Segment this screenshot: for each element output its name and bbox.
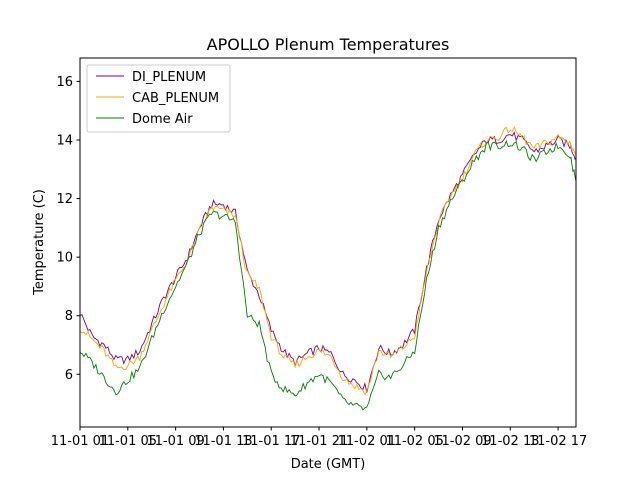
x-tick-label: 11-01 13 xyxy=(194,434,252,449)
legend: DI_PLENUM CAB_PLENUM Dome Air xyxy=(86,64,231,133)
series-line-dome-air xyxy=(79,139,577,411)
x-tick-label: 11-01 17 xyxy=(242,434,300,449)
x-tick-label: 11-02 17 xyxy=(529,434,587,449)
legend-label-di-plenum: DI_PLENUM xyxy=(132,70,206,85)
y-tick-label: 10 xyxy=(56,251,73,266)
chart-title: APOLLO Plenum Temperatures xyxy=(207,35,450,54)
legend-label-cab-plenum: CAB_PLENUM xyxy=(132,91,219,106)
x-tick-label: 11-02 09 xyxy=(433,434,491,449)
y-axis-label: Temperature (C) xyxy=(32,189,47,296)
x-axis-label: Date (GMT) xyxy=(291,457,366,472)
legend-label-dome-air: Dome Air xyxy=(132,112,193,127)
series-line-di-plenum xyxy=(79,131,577,393)
y-tick-label: 6 xyxy=(65,368,73,383)
x-tick-label: 11-01 21 xyxy=(290,434,348,449)
x-tick-label: 11-02 01 xyxy=(338,434,396,449)
series-layer xyxy=(79,125,577,411)
x-tick-label: 11-01 01 xyxy=(51,434,109,449)
legend-box xyxy=(86,64,231,133)
x-tick-label: 11-02 13 xyxy=(481,434,539,449)
x-tick-label: 11-01 09 xyxy=(146,434,204,449)
x-tick-label: 11-02 05 xyxy=(385,434,443,449)
y-tick-label: 8 xyxy=(65,309,73,324)
y-tick-label: 16 xyxy=(56,75,73,90)
x-tick-label: 11-01 05 xyxy=(99,434,157,449)
plot-frame xyxy=(79,57,577,428)
y-tick-label: 12 xyxy=(56,192,73,207)
y-axis: 6 8 10 12 14 16 xyxy=(56,75,80,383)
series-line-cab-plenum xyxy=(79,125,577,396)
y-tick-label: 14 xyxy=(56,134,73,149)
